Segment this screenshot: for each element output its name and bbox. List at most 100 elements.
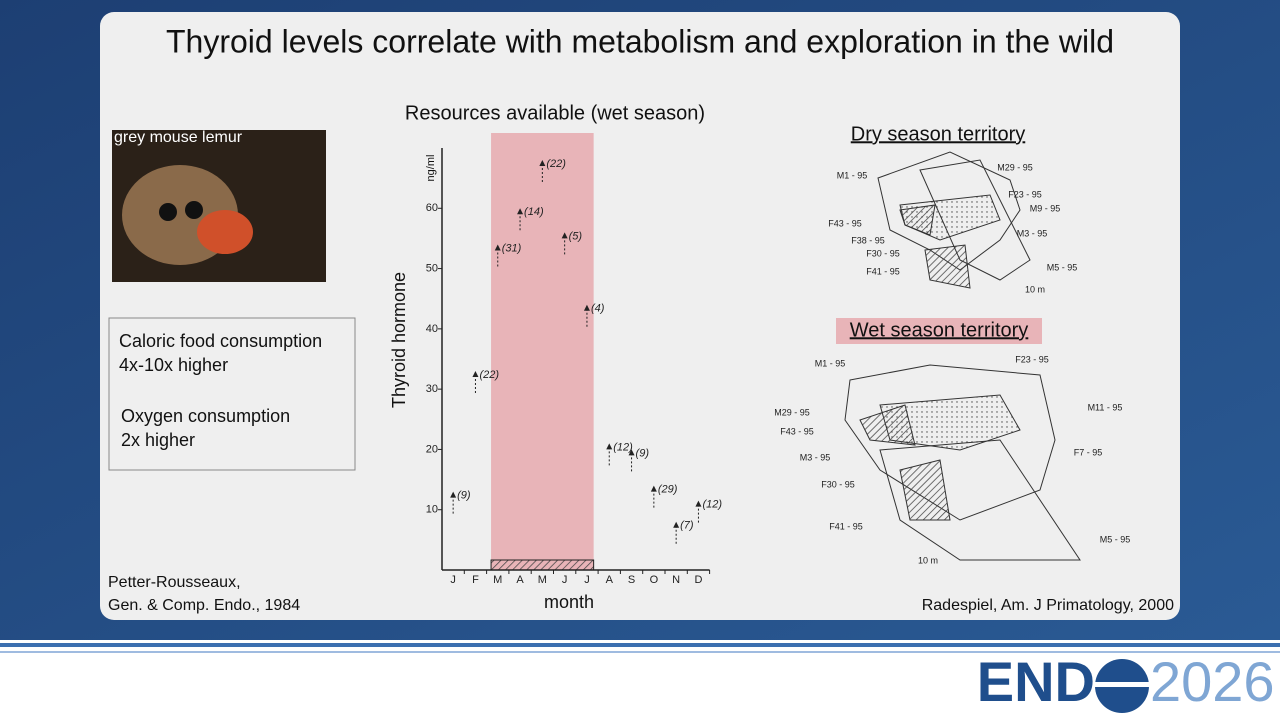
slide-title: Thyroid levels correlate with metabolism…	[166, 23, 1114, 59]
n-label: (22)	[546, 158, 566, 170]
map-title: Wet season territory	[850, 319, 1029, 341]
n-label: (4)	[591, 303, 605, 315]
arrow-head	[695, 500, 702, 507]
lemur-eye	[185, 201, 203, 219]
data-arrow	[673, 521, 680, 546]
arrow-head	[539, 160, 546, 167]
n-label: (31)	[502, 242, 522, 254]
x-tick-label: J	[562, 574, 568, 586]
info-box	[108, 317, 356, 471]
citation: Radespiel, Am. J Primatology, 2000	[922, 597, 1174, 614]
territory	[844, 364, 1056, 521]
data-arrow	[450, 491, 457, 516]
x-tick-label: A	[516, 574, 524, 586]
wet-map	[844, 364, 1081, 561]
data-arrow	[494, 244, 501, 269]
arrow-head	[517, 208, 524, 215]
wet-season-highlight	[491, 133, 594, 570]
x-tick-label: F	[472, 574, 479, 586]
map-label: M1 - 95	[815, 358, 846, 368]
map-label: M5 - 95	[1047, 262, 1078, 272]
map-label: F41 - 95	[866, 266, 900, 276]
n-label: (14)	[524, 206, 544, 218]
x-tick-label: N	[672, 574, 680, 586]
x-tick-label: S	[628, 574, 635, 586]
map-label: M29 - 95	[997, 162, 1033, 172]
map-label: F38 - 95	[851, 235, 885, 245]
x-tick-label: O	[650, 574, 659, 586]
y-tick-label: 40	[426, 323, 438, 335]
arrow-head	[650, 485, 657, 492]
map-title: Dry season territory	[851, 123, 1026, 145]
citation: Gen. & Comp. Endo., 1984	[108, 597, 300, 614]
box-text: 4x-10x higher	[119, 355, 228, 375]
map-label: M5 - 95	[1100, 534, 1131, 544]
data-arrow	[517, 208, 524, 233]
map-label: F30 - 95	[821, 479, 855, 489]
map-title-highlight	[836, 318, 1042, 344]
x-tick-label: J	[584, 574, 590, 586]
wet-season-bar	[490, 559, 595, 571]
chart-title: Resources available (wet season)	[405, 102, 705, 124]
data-arrow	[628, 449, 635, 474]
territory	[899, 459, 951, 521]
arrow-head	[673, 521, 680, 528]
n-label: (9)	[457, 490, 471, 502]
n-label: (9)	[636, 447, 650, 459]
map-label: 10 m	[918, 555, 938, 565]
logo-globe-band	[1095, 682, 1149, 687]
map-label: F23 - 95	[1015, 354, 1049, 364]
y-tick-label: 50	[426, 262, 438, 274]
x-tick-label: A	[606, 574, 614, 586]
data-arrow	[650, 485, 657, 510]
arrow-head	[450, 491, 457, 498]
arrow-head	[606, 443, 613, 450]
map-label: F43 - 95	[780, 426, 814, 436]
map-label: M29 - 95	[774, 407, 810, 417]
y-tick-label: 20	[426, 443, 438, 455]
map-label: F23 - 95	[1008, 189, 1042, 199]
y-tick-label: 30	[426, 383, 438, 395]
x-tick-label: D	[694, 574, 702, 586]
map-label: F30 - 95	[866, 248, 900, 258]
photo-caption: grey mouse lemur	[114, 129, 243, 146]
y-tick-label: 60	[426, 202, 438, 214]
data-arrow	[583, 304, 590, 329]
box-text: Caloric food consumption	[119, 331, 322, 351]
x-axis-label: month	[544, 592, 594, 612]
arrow-head	[583, 304, 590, 311]
y-tick-label: 10	[426, 504, 438, 516]
n-label: (12)	[702, 499, 722, 511]
n-label: (5)	[569, 230, 583, 242]
logo-text: 2026	[1150, 650, 1275, 713]
n-label: (12)	[613, 441, 633, 453]
citation: Petter-Rousseaux,	[108, 574, 241, 591]
n-label: (22)	[479, 369, 499, 381]
map-label: F7 - 95	[1074, 447, 1103, 457]
footer-line	[0, 643, 1280, 647]
y-axis-label: Thyroid hormone	[389, 272, 409, 408]
data-arrow	[695, 500, 702, 525]
map-label: M9 - 95	[1030, 203, 1061, 213]
data-arrow	[561, 232, 568, 257]
data-arrow	[606, 443, 613, 468]
arrow-head	[628, 449, 635, 456]
map-label: M1 - 95	[837, 170, 868, 180]
arrow-head	[494, 244, 501, 251]
territory	[924, 244, 971, 289]
territory	[859, 404, 916, 446]
box-text: 2x higher	[121, 430, 195, 450]
data-arrow	[539, 160, 546, 185]
n-label: (29)	[658, 484, 678, 496]
map-label: M11 - 95	[1088, 402, 1123, 412]
fruit	[197, 210, 253, 254]
dry-map	[877, 151, 1031, 289]
map-label: F41 - 95	[829, 521, 863, 531]
footer	[0, 640, 1280, 720]
map-label: M3 - 95	[1017, 228, 1048, 238]
x-tick-label: M	[493, 574, 502, 586]
territory	[879, 439, 1081, 561]
n-label: (7)	[680, 520, 694, 532]
